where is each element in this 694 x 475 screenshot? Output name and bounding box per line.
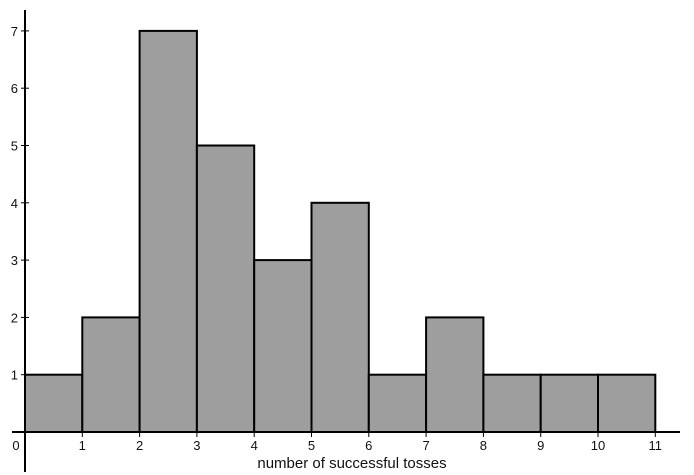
- y-ticks-group: 1 2 3 4 5 6 7: [11, 24, 29, 383]
- bar-7: [425, 316, 485, 433]
- x-tick-label-11: 11: [649, 438, 663, 453]
- bar-9: [539, 373, 600, 434]
- y-tick-label-0: 1: [11, 368, 18, 383]
- bar-4: [253, 259, 313, 433]
- bar-0: [24, 373, 84, 434]
- bar-2: [138, 29, 198, 434]
- bar-5: [310, 201, 370, 433]
- bar-10: [597, 373, 657, 434]
- bar-8: [482, 373, 542, 434]
- x-tick-label-5: 5: [308, 438, 315, 453]
- y-tick-label-6: 7: [11, 24, 18, 39]
- y-tick-label-5: 6: [11, 81, 18, 96]
- bar-6: [367, 373, 428, 434]
- x-tick-label-7: 7: [422, 438, 429, 453]
- x-axis-title: number of successful tosses: [257, 455, 446, 472]
- y-tick-label-2: 3: [11, 253, 18, 268]
- x-tick-label-6: 6: [365, 438, 372, 453]
- bars-group: [24, 29, 657, 434]
- y-tick-label-4: 5: [11, 139, 18, 154]
- x-tick-label-0: 0: [12, 438, 19, 453]
- x-tick-label-10: 10: [591, 438, 605, 453]
- x-tick-label-2: 2: [136, 438, 143, 453]
- x-ticks-group: 0 1 2 3 4 5 6 7 8 9 10 11: [12, 432, 662, 453]
- y-tick-label-1: 2: [11, 310, 18, 325]
- bar-3: [195, 144, 256, 433]
- x-tick-label-8: 8: [480, 438, 487, 453]
- bar-1: [81, 316, 141, 433]
- x-tick-label-3: 3: [193, 438, 200, 453]
- x-tick-label-9: 9: [537, 438, 544, 453]
- x-tick-label-4: 4: [251, 438, 258, 453]
- x-tick-label-1: 1: [79, 438, 86, 453]
- y-tick-label-3: 4: [11, 196, 18, 211]
